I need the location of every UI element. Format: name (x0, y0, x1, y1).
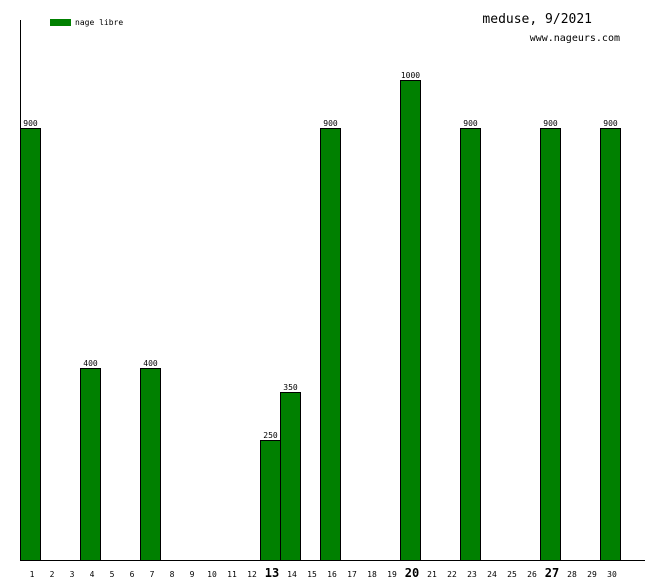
x-tick-label: 30 (607, 570, 617, 579)
x-tick-label: 8 (170, 570, 175, 579)
x-tick-label: 29 (587, 570, 597, 579)
bar-day-14 (280, 392, 301, 561)
x-tick-label: 9 (190, 570, 195, 579)
x-tick-label: 7 (150, 570, 155, 579)
x-tick-label: 16 (327, 570, 337, 579)
bar-day-20 (400, 80, 421, 561)
x-tick-label: 5 (110, 570, 115, 579)
data-label-day-20: 1000 (401, 71, 420, 80)
x-tick-label: 10 (207, 570, 217, 579)
data-label-day-13: 250 (263, 431, 278, 440)
x-tick-label: 28 (567, 570, 577, 579)
data-label-day-7: 400 (143, 359, 158, 368)
x-tick-label: 23 (467, 570, 477, 579)
bar-day-23 (460, 128, 481, 561)
x-tick-label: 22 (447, 570, 457, 579)
x-tick-label: 20 (405, 566, 419, 580)
data-label-day-27: 900 (543, 119, 558, 128)
chart-title: meduse, 9/2021 (482, 12, 592, 27)
x-tick-label: 12 (247, 570, 257, 579)
bar-day-16 (320, 128, 341, 561)
x-tick-label: 18 (367, 570, 377, 579)
bar-day-1 (20, 128, 41, 561)
legend-swatch (50, 19, 71, 26)
chart-subtitle: www.nageurs.com (530, 33, 620, 44)
x-tick-label: 19 (387, 570, 397, 579)
data-label-day-30: 900 (603, 119, 618, 128)
x-tick-label: 4 (90, 570, 95, 579)
x-tick-label: 13 (265, 566, 279, 580)
x-tick-label: 3 (70, 570, 75, 579)
data-label-day-16: 900 (323, 119, 338, 128)
x-tick-label: 14 (287, 570, 297, 579)
data-label-day-14: 350 (283, 383, 298, 392)
legend-label: nage libre (75, 18, 123, 27)
x-tick-label: 2 (50, 570, 55, 579)
x-tick-label: 17 (347, 570, 357, 579)
x-tick-label: 24 (487, 570, 497, 579)
x-tick-label: 25 (507, 570, 517, 579)
x-tick-label: 26 (527, 570, 537, 579)
x-tick-label: 15 (307, 570, 317, 579)
x-tick-label: 21 (427, 570, 437, 579)
x-tick-label: 11 (227, 570, 237, 579)
bar-day-4 (80, 368, 101, 561)
bar-day-30 (600, 128, 621, 561)
bar-day-13 (260, 440, 281, 561)
data-label-day-4: 400 (83, 359, 98, 368)
x-tick-label: 27 (545, 566, 559, 580)
bar-day-7 (140, 368, 161, 561)
bar-day-27 (540, 128, 561, 561)
data-label-day-1: 900 (23, 119, 38, 128)
x-tick-label: 1 (30, 570, 35, 579)
data-label-day-23: 900 (463, 119, 478, 128)
x-tick-label: 6 (130, 570, 135, 579)
